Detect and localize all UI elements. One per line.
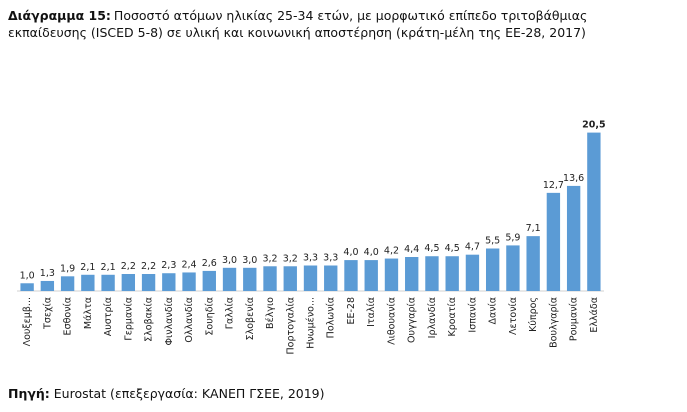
value-label: 1,9 (60, 263, 75, 274)
source-text: Eurostat (επεξεργασία: ΚΑΝΕΠ ΓΣΕΕ, 2019) (54, 386, 325, 401)
source: Πηγή: Eurostat (επεξεργασία: ΚΑΝΕΠ ΓΣΕΕ, … (8, 386, 325, 401)
x-tick-label: Βουλγαρία (548, 297, 559, 348)
bar (485, 248, 500, 291)
value-label: 5,5 (485, 236, 500, 247)
bar (202, 270, 216, 291)
x-tick-label: Μάλτα (83, 297, 94, 329)
bar (283, 266, 297, 291)
x-tick-label: Ηνωμένο... (306, 297, 317, 349)
x-tick-label: Τσεχία (42, 297, 53, 330)
value-label: 4,0 (343, 247, 358, 258)
bar (81, 274, 95, 291)
value-label: 2,6 (202, 258, 217, 269)
bar (222, 267, 237, 291)
x-tick-label: Ιρλανδία (427, 297, 438, 338)
value-label: 4,5 (445, 243, 460, 254)
bar (101, 274, 115, 291)
x-tick-label: Δανία (488, 297, 499, 325)
bar (425, 256, 439, 291)
value-label: 13,6 (563, 173, 584, 184)
title-label: Διάγραμμα 15: (8, 8, 111, 23)
x-tick-label: Εσθονία (63, 297, 74, 335)
bar (141, 274, 156, 291)
value-label: 3,2 (262, 253, 277, 264)
x-tick-label: Κροατία (447, 297, 458, 337)
x-tick-label: Γαλλία (225, 297, 236, 329)
bar (465, 254, 480, 291)
bar (121, 274, 136, 291)
x-tick-label: Κύπρος (528, 297, 539, 332)
value-label: 3,3 (303, 253, 318, 264)
bar (384, 258, 399, 291)
x-tick-label: Πορτογαλία (285, 297, 296, 355)
x-tick-label: Λουξεμβ... (22, 297, 33, 346)
x-tick-label: Ρουμανία (569, 297, 580, 341)
x-tick-label: Ουγγαρία (407, 297, 418, 343)
x-tick-label: Ισπανία (467, 297, 478, 333)
x-tick-label: Ολλανδία (184, 297, 195, 343)
value-label: 1,3 (40, 268, 55, 279)
value-label: 3,0 (242, 255, 257, 266)
x-tick-label: Βέλγιο (265, 297, 276, 329)
value-label: 4,0 (364, 247, 379, 258)
bar (344, 260, 358, 291)
x-tick-label: Σλοβακία (144, 297, 155, 342)
bar (546, 192, 561, 291)
title: Διάγραμμα 15: Ποσοστό ατόμων ηλικίας 25-3… (8, 8, 587, 23)
bar (364, 260, 378, 291)
bar (60, 276, 75, 291)
bar (40, 280, 55, 291)
x-tick-label: ΕΕ-28 (346, 297, 357, 325)
bar (445, 256, 459, 291)
x-tick-label: Πολωνία (326, 297, 337, 338)
value-label: 4,2 (384, 246, 399, 257)
bar (162, 273, 176, 291)
bar (20, 283, 34, 291)
value-label: 20,5 (582, 120, 605, 131)
value-label: 2,4 (181, 259, 196, 270)
value-label: 3,2 (283, 253, 298, 264)
value-label: 3,3 (323, 253, 338, 264)
value-label: 4,4 (404, 244, 419, 255)
x-tick-label: Σουηδία (204, 297, 215, 336)
x-tick-label: Γερμανία (123, 297, 134, 341)
bar (324, 265, 338, 291)
value-label: 2,3 (161, 260, 176, 271)
bar (182, 272, 196, 291)
value-label: 7,1 (526, 223, 541, 234)
source-label: Πηγή: (8, 386, 50, 401)
x-tick-label: Φινλανδία (164, 297, 175, 345)
bar (263, 266, 277, 291)
title-line: Ποσοστό ατόμων ηλικίας 25-34 ετών, με μο… (114, 8, 587, 23)
value-label: 3,0 (222, 255, 237, 266)
x-tick-label: Σλοβενία (245, 297, 256, 340)
x-tick-label: Ελλάδα (589, 297, 600, 333)
x-tick-label: Λετονία (508, 297, 519, 335)
bar (566, 185, 581, 291)
x-tick-label: Λιθουανία (386, 297, 397, 345)
value-label: 2,1 (80, 262, 95, 273)
value-label: 2,2 (121, 261, 136, 272)
x-tick-label: Αυστρία (103, 297, 114, 336)
bar (243, 267, 257, 291)
value-label: 4,5 (424, 243, 439, 254)
bar (303, 265, 318, 291)
value-label: 5,9 (505, 232, 520, 243)
bar (526, 236, 540, 291)
bar (587, 132, 601, 291)
value-label: 1,0 (20, 270, 35, 281)
value-label: 12,7 (543, 180, 564, 191)
value-label: 2,1 (101, 262, 116, 273)
value-label: 4,7 (465, 242, 480, 253)
value-label: 2,2 (141, 261, 156, 272)
bar (405, 257, 419, 291)
title-line: εκπαίδευσης (ISCED 5-8) σε υλική και κοι… (8, 25, 586, 40)
bar (506, 245, 520, 291)
x-tick-label: Ιταλία (366, 297, 377, 327)
